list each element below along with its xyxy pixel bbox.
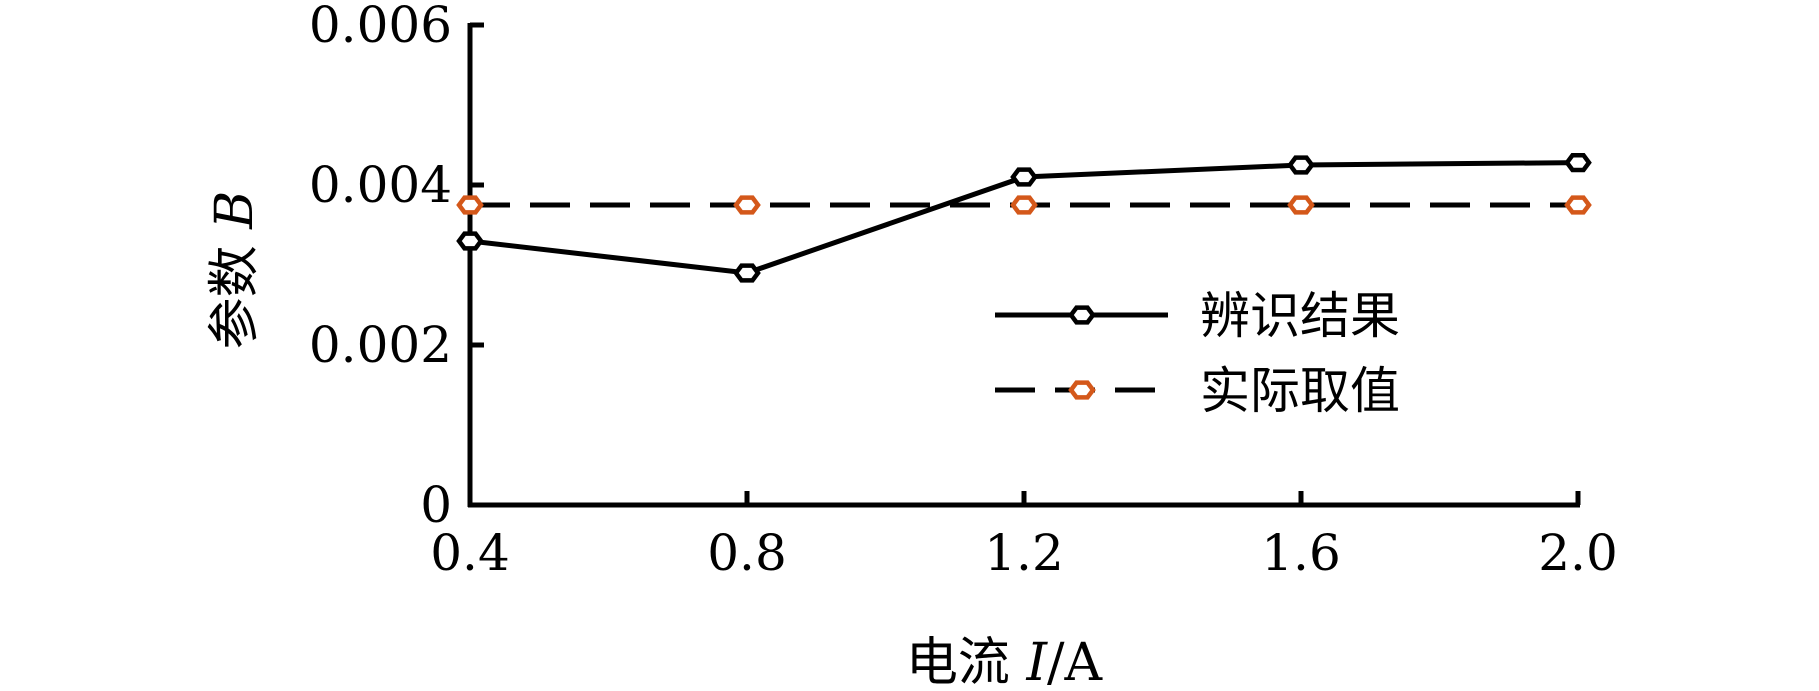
x-tick-label: 0.4 — [430, 524, 510, 582]
ticks: 0 0.002 0.004 0.006 0.4 0.8 1.2 1.6 2.0 — [309, 0, 1618, 582]
data-point — [1010, 167, 1038, 187]
data-point — [733, 263, 761, 283]
y-axis-label-prefix: 参数 — [205, 229, 265, 350]
data-point — [1010, 195, 1038, 215]
y-tick-label: 0 — [420, 476, 452, 534]
legend: 辨识结果 实际取值 — [995, 287, 1400, 420]
y-tick-label: 0.002 — [309, 316, 452, 374]
x-tick-label: 2.0 — [1538, 524, 1618, 582]
data-point — [733, 195, 761, 215]
x-axis-label-var: I — [1025, 633, 1048, 691]
legend-marker-2 — [1068, 380, 1096, 400]
series-2 — [456, 195, 1592, 215]
data-point — [1287, 195, 1315, 215]
legend-entry-1: 辨识结果 — [995, 287, 1400, 345]
x-axis-label-prefix: 电流 — [906, 633, 1027, 691]
data-point — [1564, 195, 1592, 215]
x-tick-label: 1.6 — [1261, 524, 1341, 582]
y-tick-label: 0.006 — [309, 0, 452, 54]
legend-label-2: 实际取值 — [1200, 362, 1400, 420]
y-axis-label: 参数 B — [205, 191, 265, 350]
series-1 — [456, 152, 1592, 283]
data-point — [456, 195, 484, 215]
data-point — [1564, 152, 1592, 173]
x-tick-label: 1.2 — [984, 524, 1064, 582]
data-point — [456, 231, 484, 251]
axes — [467, 23, 1580, 508]
y-axis-label-var: B — [205, 191, 265, 230]
series-layer — [456, 152, 1592, 283]
legend-label-1: 辨识结果 — [1200, 287, 1400, 345]
legend-entry-2: 实际取值 — [995, 362, 1400, 420]
y-tick-label: 0.004 — [309, 156, 452, 214]
data-point — [1287, 155, 1315, 175]
legend-marker-1 — [1068, 305, 1096, 325]
x-tick-label: 0.8 — [707, 524, 787, 582]
x-axis-label: 电流 I/A — [906, 633, 1104, 691]
x-axis-label-unit: /A — [1047, 633, 1104, 691]
